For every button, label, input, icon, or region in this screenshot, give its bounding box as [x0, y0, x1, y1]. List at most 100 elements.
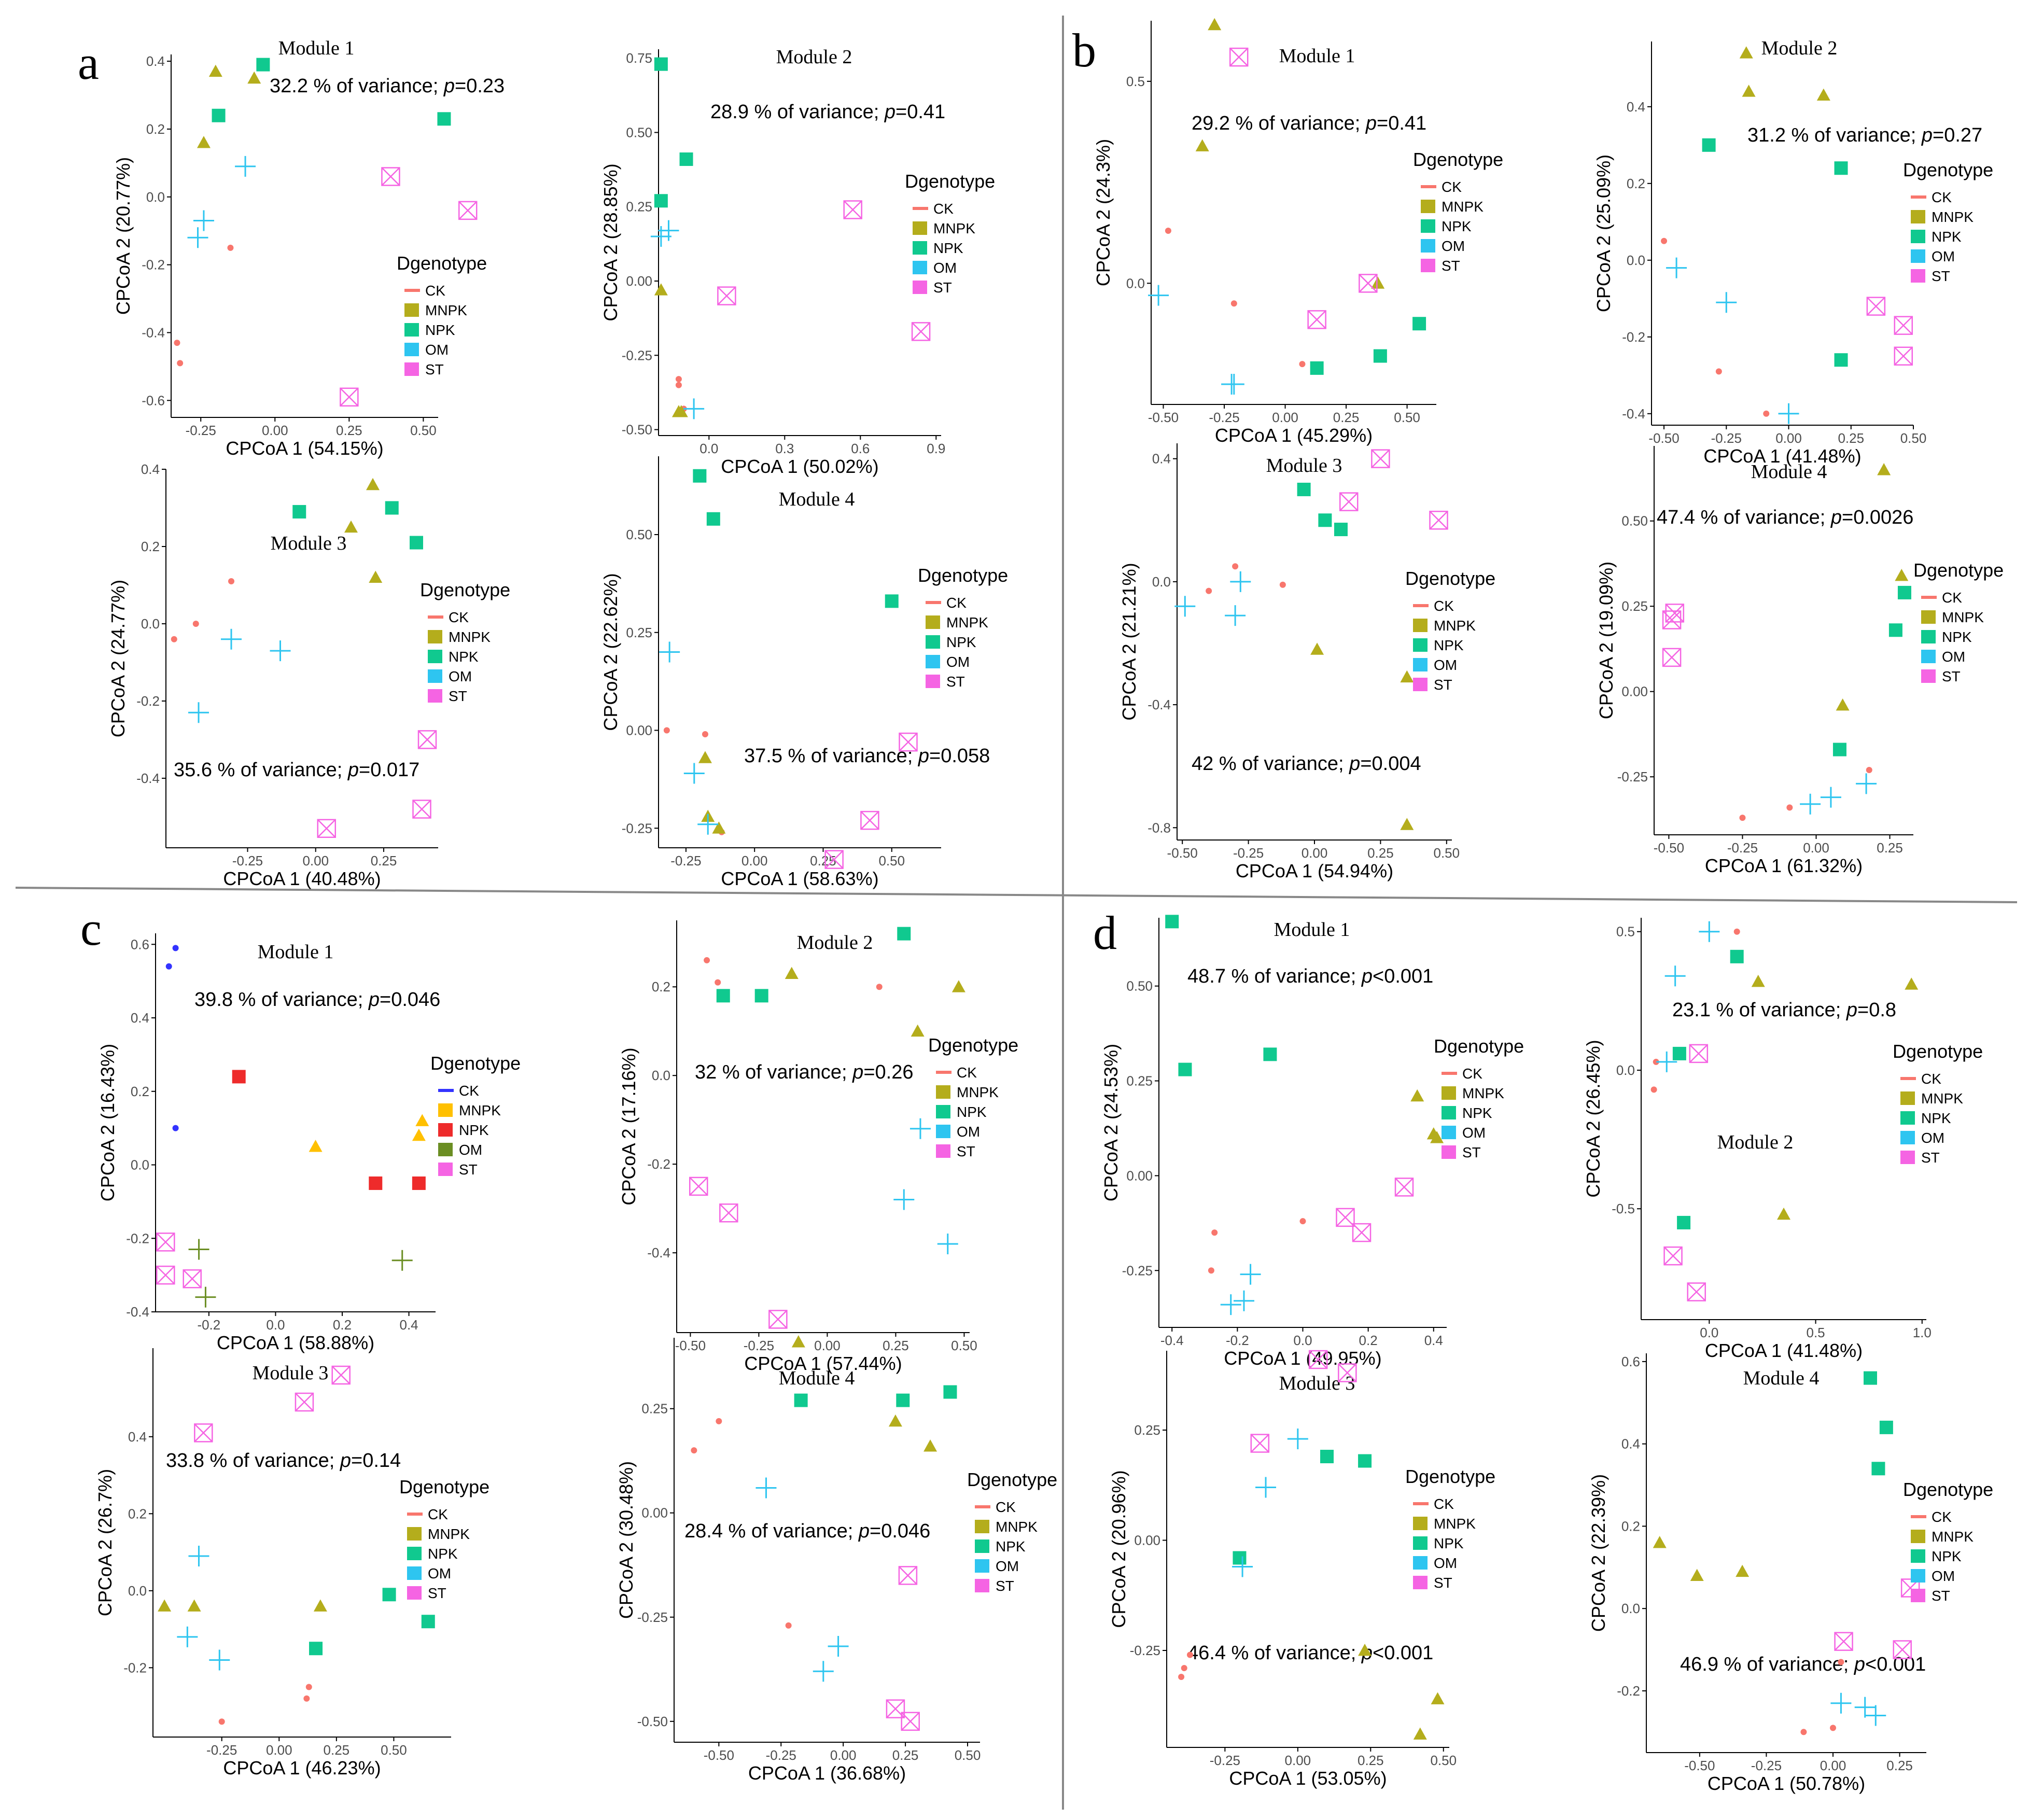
legend-swatch-mnpk [1900, 1091, 1915, 1105]
legend-label-mnpk: MNPK [1434, 1516, 1476, 1532]
point-npk [1178, 1062, 1192, 1076]
point-npk [412, 1176, 426, 1190]
y-tick-label: 0.2 [141, 539, 160, 554]
y-axis-title: CPCoA 2 (26.7%) [94, 1469, 116, 1616]
point-st [1229, 47, 1249, 67]
point-st [1394, 1178, 1414, 1197]
variance-text: 33.8 % of variance; [166, 1450, 340, 1472]
point-st [1429, 511, 1448, 530]
point-st [458, 201, 478, 220]
point-st [717, 286, 736, 305]
point-ck [174, 340, 180, 346]
legend-label-ck: CK [449, 609, 469, 625]
y-tick-label: 0.4 [1627, 99, 1645, 115]
legend-swatch-mnpk [1413, 619, 1428, 632]
x-tick-label: 0.25 [1886, 1758, 1913, 1773]
x-tick-label: -0.25 [1711, 430, 1742, 446]
legend-label-mnpk: MNPK [957, 1084, 999, 1100]
legend-label-npk: NPK [933, 240, 963, 256]
legend-label-mnpk: MNPK [449, 629, 491, 645]
point-ck [1178, 1674, 1185, 1680]
point-st [1308, 1350, 1328, 1369]
point-mnpk [785, 967, 799, 979]
point-st [156, 1233, 175, 1252]
legend-swatch-npk [428, 650, 442, 663]
legend-swatch-mnpk [926, 615, 940, 629]
point-npk [256, 58, 270, 72]
legend-swatch-om [404, 343, 419, 356]
y-tick-label: 0.4 [128, 1429, 147, 1445]
point-mnpk [923, 1439, 937, 1452]
x-axis-title: CPCoA 1 (54.94%) [1236, 860, 1393, 881]
variance-text: 28.4 % of variance; [684, 1520, 859, 1542]
variance-annotation: 47.4 % of variance; p=0.0026 [1657, 507, 1913, 528]
point-npk [1320, 1450, 1334, 1463]
y-tick-label: -0.5 [1612, 1201, 1635, 1216]
legend-label-npk: NPK [449, 649, 479, 665]
x-tick-label: 0.50 [1394, 410, 1420, 425]
legend-title: Dgenotype [1913, 559, 2004, 581]
legend: Dgenotype CK MNPK NPK OM ST [1434, 1035, 1524, 1160]
y-tick-label: 0.0 [1627, 253, 1645, 268]
legend-label-mnpk: MNPK [459, 1102, 501, 1118]
module-title: Module 2 [1717, 1131, 1794, 1153]
y-tick-label: -0.4 [1148, 697, 1171, 712]
y-tick-label: -0.2 [1617, 1683, 1640, 1699]
subplot-a-3: -0.25 0.00 0.25 -0.4 -0.2 0.0 0.2 0.4 CPCoA 1 (4… [107, 461, 510, 889]
module-title: Module 2 [797, 932, 873, 954]
point-npk [1730, 949, 1744, 963]
legend-title: Dgenotype [1893, 1041, 1983, 1062]
legend-label-ck: CK [425, 283, 445, 299]
x-tick-label: 0.0 [699, 441, 718, 456]
legend-swatch-npk [438, 1123, 453, 1137]
point-st [1893, 1640, 1912, 1659]
legend-swatch-st [1911, 1589, 1925, 1602]
y-tick-label: 0.4 [131, 1010, 149, 1026]
y-tick-label: 0.25 [1126, 1073, 1153, 1089]
p-value-text: =0.004 [1360, 753, 1421, 775]
p-value-text: =0.8 [1857, 999, 1896, 1021]
legend-label-st: ST [1462, 1144, 1481, 1160]
legend-swatch-st [1900, 1151, 1915, 1164]
x-tick-label: 0.25 [1367, 845, 1394, 861]
p-value-text: =0.0026 [1842, 507, 1913, 528]
y-tick-label: 0.25 [626, 199, 652, 215]
point-ck [171, 636, 177, 642]
p-value-text: =0.23 [455, 75, 505, 97]
point-mnpk [1208, 18, 1222, 31]
point-st [860, 810, 879, 830]
point-npk [943, 1385, 957, 1399]
y-axis-title: CPCoA 2 (24.53%) [1100, 1044, 1122, 1201]
x-tick-label: -0.4 [1160, 1333, 1184, 1348]
legend-swatch-st [975, 1579, 989, 1592]
y-axis-title: CPCoA 2 (24.77%) [107, 580, 129, 737]
y-axis-title: CPCoA 2 (26.45%) [1583, 1040, 1604, 1197]
legend-title: Dgenotype [399, 1476, 489, 1497]
point-st [1250, 1434, 1270, 1453]
point-om [1287, 1429, 1308, 1449]
legend-label-ck: CK [1434, 598, 1454, 614]
legend-title: Dgenotype [397, 253, 487, 274]
point-mnpk [698, 751, 712, 763]
x-tick-label: -0.25 [1210, 1753, 1240, 1768]
point-st [1834, 1632, 1853, 1651]
p-value-text: =0.058 [929, 745, 990, 767]
x-tick-label: 0.00 [1820, 1758, 1846, 1773]
legend-swatch-st [1421, 259, 1435, 272]
y-tick-label: -0.25 [637, 1609, 668, 1625]
point-ck [1650, 1086, 1657, 1093]
point-mnpk [1742, 85, 1756, 97]
legend-label-st: ST [1932, 268, 1950, 284]
y-axis-title: CPCoA 2 (21.21%) [1118, 563, 1140, 720]
point-ck [691, 1447, 697, 1454]
legend-swatch-npk [1911, 1549, 1925, 1563]
legend-label-st: ST [933, 279, 952, 296]
x-tick-label: 0.00 [1803, 840, 1829, 856]
module-title: Module 4 [1743, 1367, 1820, 1389]
point-om [813, 1661, 834, 1682]
y-tick-label: 0.00 [641, 1505, 668, 1521]
legend-swatch-ck [1911, 1515, 1926, 1518]
